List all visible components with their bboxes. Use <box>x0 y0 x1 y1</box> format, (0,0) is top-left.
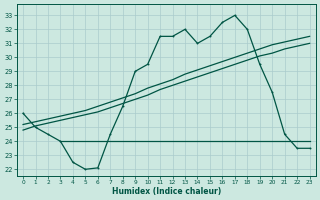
X-axis label: Humidex (Indice chaleur): Humidex (Indice chaleur) <box>112 187 221 196</box>
